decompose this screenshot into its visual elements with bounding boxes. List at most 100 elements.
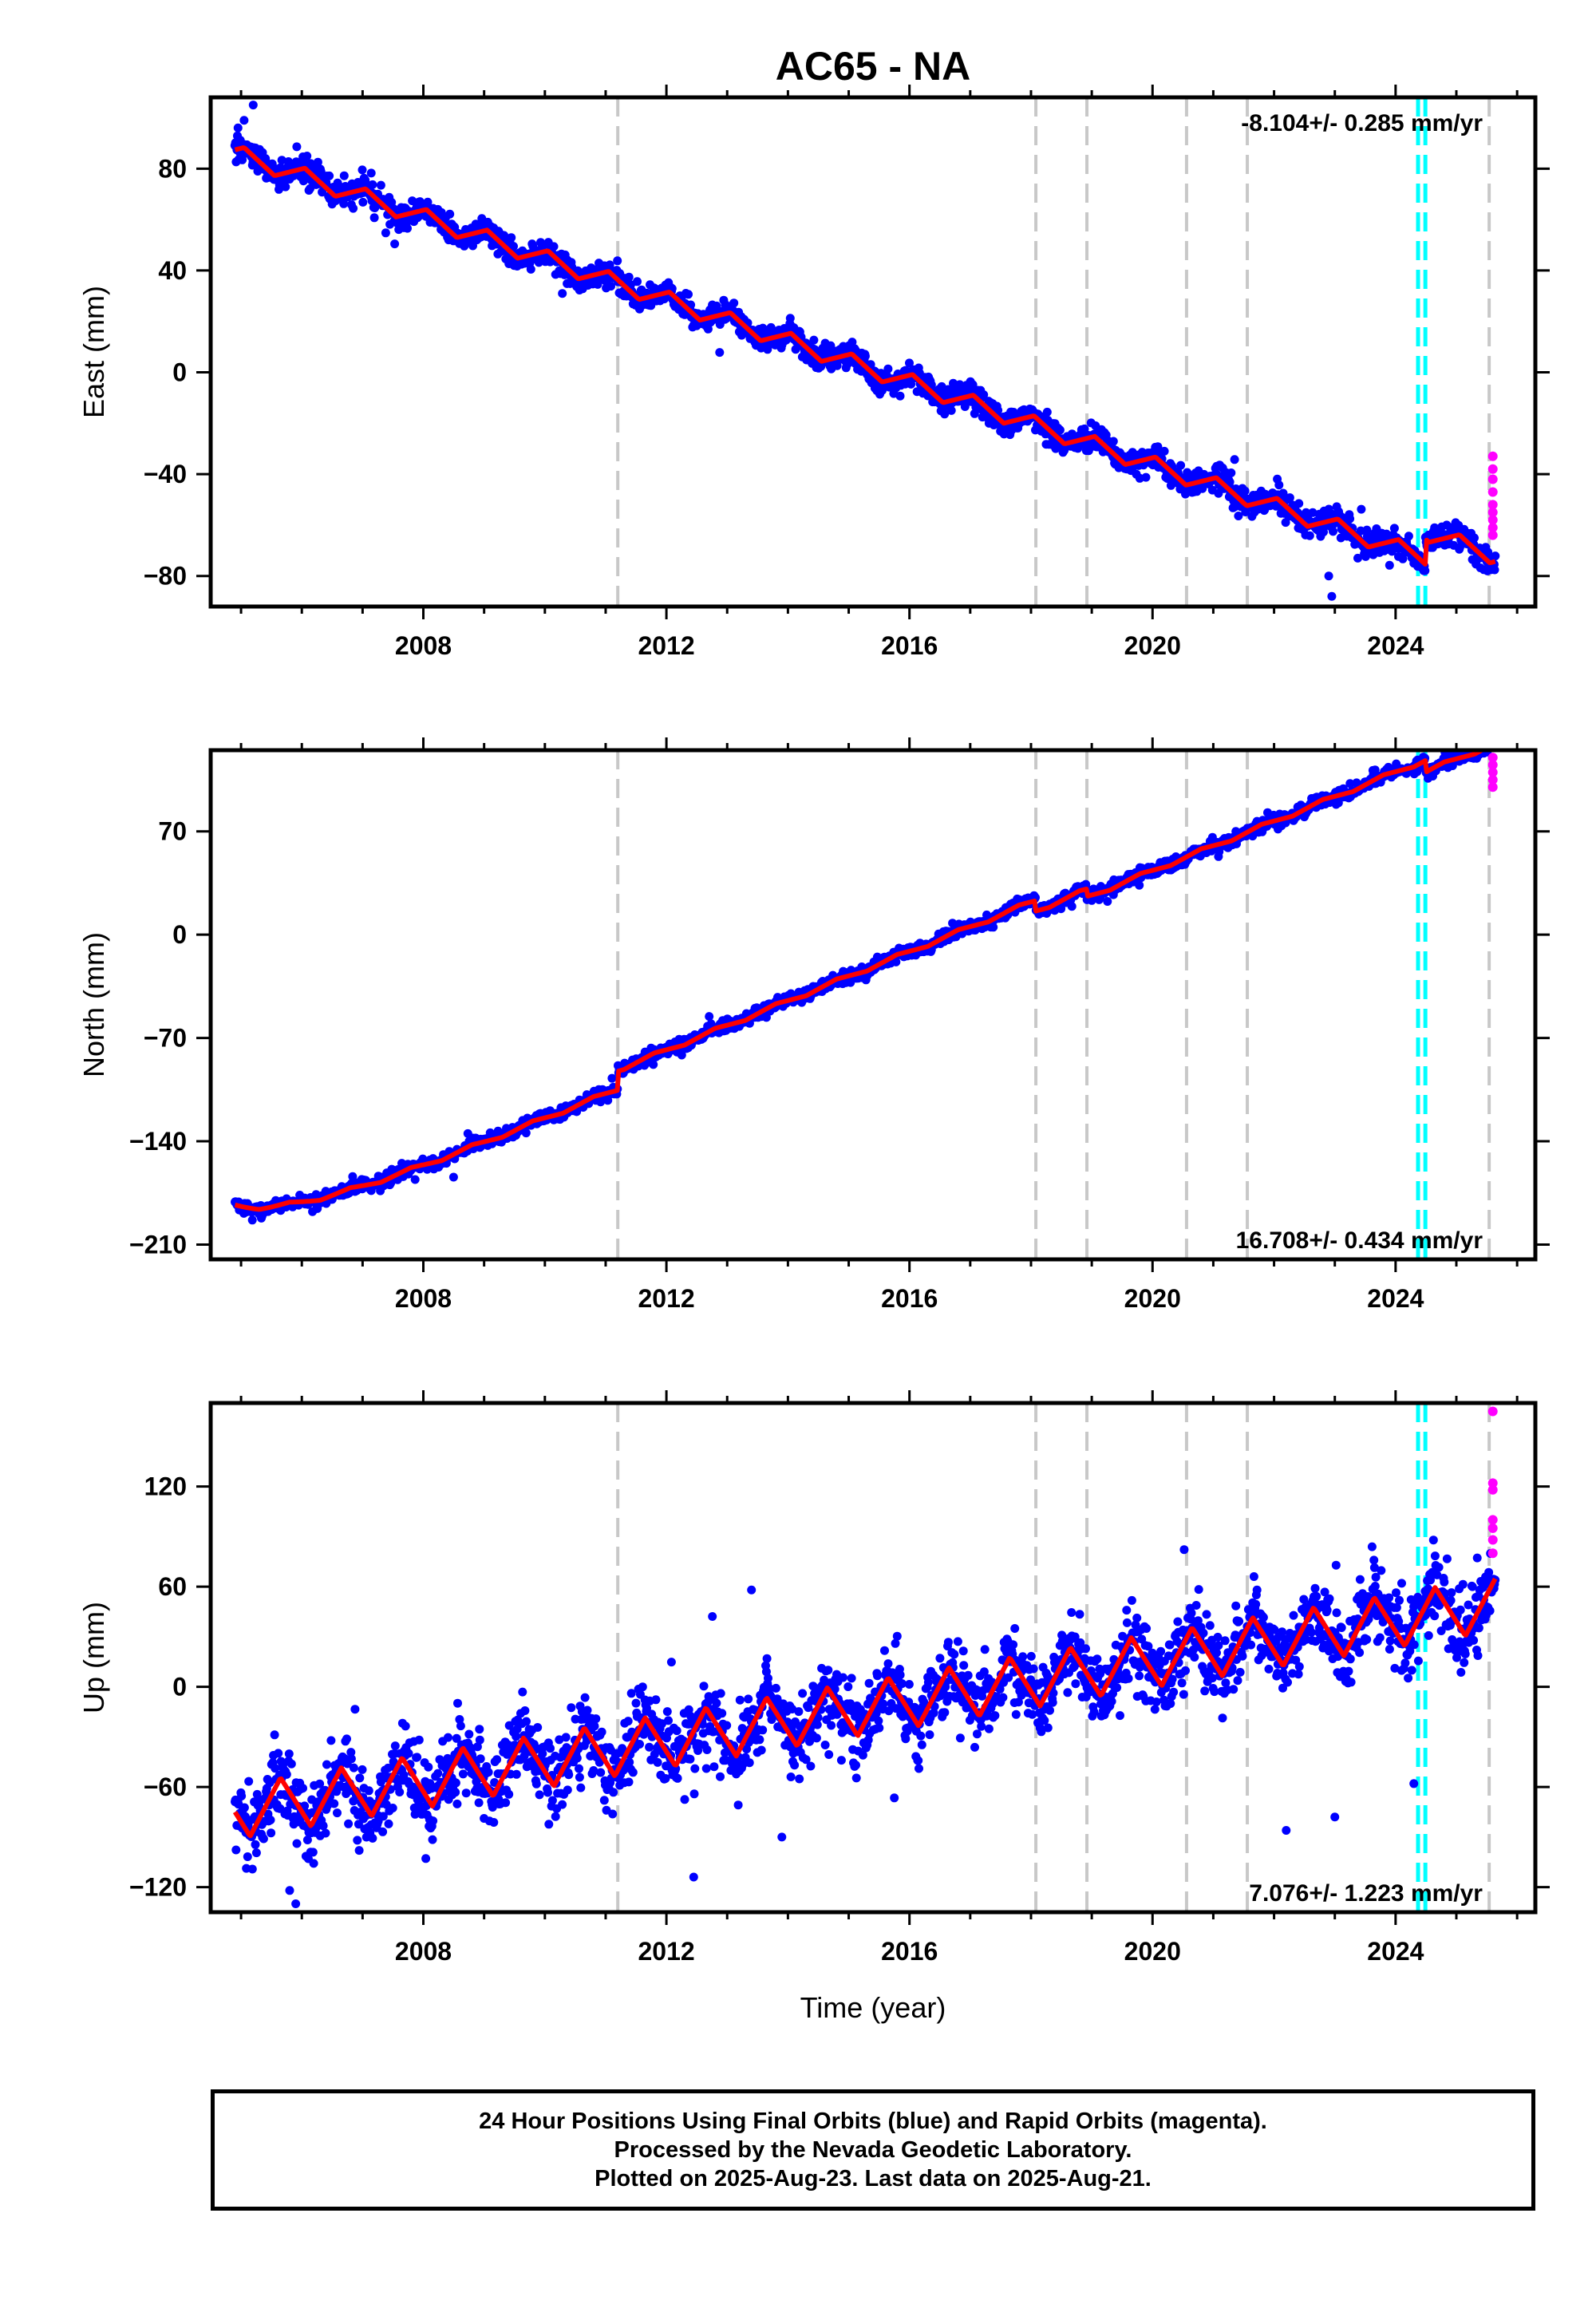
final-orbit-point (1308, 508, 1317, 517)
plot-frame (208, 95, 1538, 609)
north-panel: 2008 2012 2016 2020 2024700−70−140−210North … (77, 737, 1550, 1313)
final-orbit-point (1294, 499, 1304, 508)
final-orbit-point (330, 1799, 339, 1808)
rapid-orbit-point (1487, 464, 1498, 474)
final-orbit-point (1108, 437, 1118, 446)
final-orbit-point (237, 1792, 247, 1800)
final-orbit-point (551, 1812, 560, 1821)
final-orbit-point (1487, 740, 1496, 749)
final-orbit-point (366, 168, 376, 178)
final-orbit-point (461, 1788, 471, 1798)
final-orbit-point (1362, 525, 1372, 535)
final-orbit-point (239, 1803, 249, 1812)
final-orbit-point (1042, 407, 1052, 417)
final-orbit-point (348, 1172, 358, 1181)
final-orbit-point (433, 1769, 443, 1778)
y-tick-label: −140 (129, 1127, 187, 1156)
y-tick-label: 70 (158, 817, 187, 846)
final-orbit-point (251, 1840, 260, 1849)
final-orbit-point (1353, 553, 1362, 563)
final-orbit-point (1345, 514, 1355, 524)
final-orbit-point (940, 409, 950, 419)
final-orbit-point (1488, 740, 1497, 749)
x-tick-label: 2012 (638, 1284, 695, 1313)
rapid-orbit-point (1487, 507, 1498, 517)
final-orbit-point (378, 1827, 388, 1836)
x-tick-label: 2020 (1124, 631, 1181, 660)
rapid-orbit-point (1487, 500, 1498, 510)
final-orbit-point (684, 290, 693, 299)
final-orbit-point (302, 152, 312, 160)
final-orbit-point (309, 1859, 318, 1868)
final-orbit-point (1225, 477, 1235, 487)
final-orbit-point (1274, 480, 1284, 490)
final-orbit-point (364, 1786, 373, 1796)
final-orbit-point (353, 1836, 362, 1845)
final-orbit-point (251, 1848, 261, 1858)
final-orbit-point (1490, 565, 1499, 575)
final-orbit-point (535, 1790, 544, 1800)
final-orbit-point (521, 1128, 531, 1138)
final-orbit-point (946, 405, 956, 415)
final-orbit-point (321, 1828, 330, 1838)
y-tick-label: −210 (129, 1231, 187, 1259)
model-fit-line (234, 145, 1496, 567)
final-orbit-point (596, 1768, 606, 1777)
final-orbit-point (476, 1754, 485, 1764)
final-orbit-point (994, 405, 1003, 415)
final-orbit-point (369, 213, 379, 223)
final-orbit-point (358, 197, 368, 207)
final-orbit-point (368, 1833, 377, 1843)
final-orbit-point (1455, 543, 1464, 552)
final-orbit-point (458, 1769, 468, 1779)
final-orbit-point (501, 1798, 511, 1808)
final-orbit-point (785, 314, 795, 323)
final-orbit-point (512, 1769, 521, 1779)
final-orbit-point (306, 159, 315, 168)
final-orbit-point (292, 1839, 302, 1848)
final-orbit-point (286, 1759, 296, 1769)
final-orbit-point (325, 171, 334, 180)
final-orbit-point (580, 1693, 590, 1702)
outlier-point (1409, 559, 1419, 568)
final-orbit-point (543, 1788, 552, 1797)
final-orbit-point (395, 1788, 405, 1796)
final-orbit-point (512, 1732, 521, 1741)
final-orbit-points (230, 101, 1500, 601)
rapid-orbit-points (1487, 451, 1498, 540)
final-orbit-point (318, 1821, 328, 1831)
final-orbit-point (464, 1729, 474, 1739)
outlier-point (239, 116, 249, 125)
final-orbit-point (451, 1778, 460, 1788)
final-orbit-point (456, 1721, 465, 1731)
final-orbit-point (546, 1744, 555, 1753)
final-orbit-point (346, 1754, 356, 1764)
final-orbit-point (370, 204, 380, 212)
final-orbit-point (313, 157, 322, 167)
final-orbit-point (414, 1735, 424, 1745)
final-orbit-point (403, 223, 412, 233)
final-orbit-point (504, 1789, 514, 1799)
outlier-point (248, 101, 258, 110)
final-orbit-point (474, 1798, 484, 1808)
final-orbit-point (484, 1768, 493, 1777)
final-orbit-point (809, 335, 819, 345)
final-orbit-point (624, 272, 634, 282)
final-orbit-point (326, 1736, 336, 1745)
final-orbit-point (451, 1788, 460, 1797)
final-orbit-point (1389, 524, 1399, 533)
final-orbit-point (424, 1762, 433, 1772)
final-orbit-point (607, 1073, 617, 1083)
figure-title: AC65 - NA (776, 44, 970, 89)
x-tick-label: 2008 (395, 1284, 452, 1313)
final-orbit-point (355, 1773, 365, 1783)
final-orbit-point (247, 1215, 257, 1225)
final-orbit-point (1485, 741, 1494, 749)
y-tick-label: 40 (158, 256, 187, 285)
y-tick-label: 0 (172, 920, 187, 949)
final-orbit-point (1135, 880, 1144, 890)
final-orbit-point (423, 197, 433, 207)
y-tick-label: −70 (144, 1024, 187, 1053)
final-orbit-point (1234, 512, 1243, 520)
final-orbit-point (292, 142, 302, 152)
